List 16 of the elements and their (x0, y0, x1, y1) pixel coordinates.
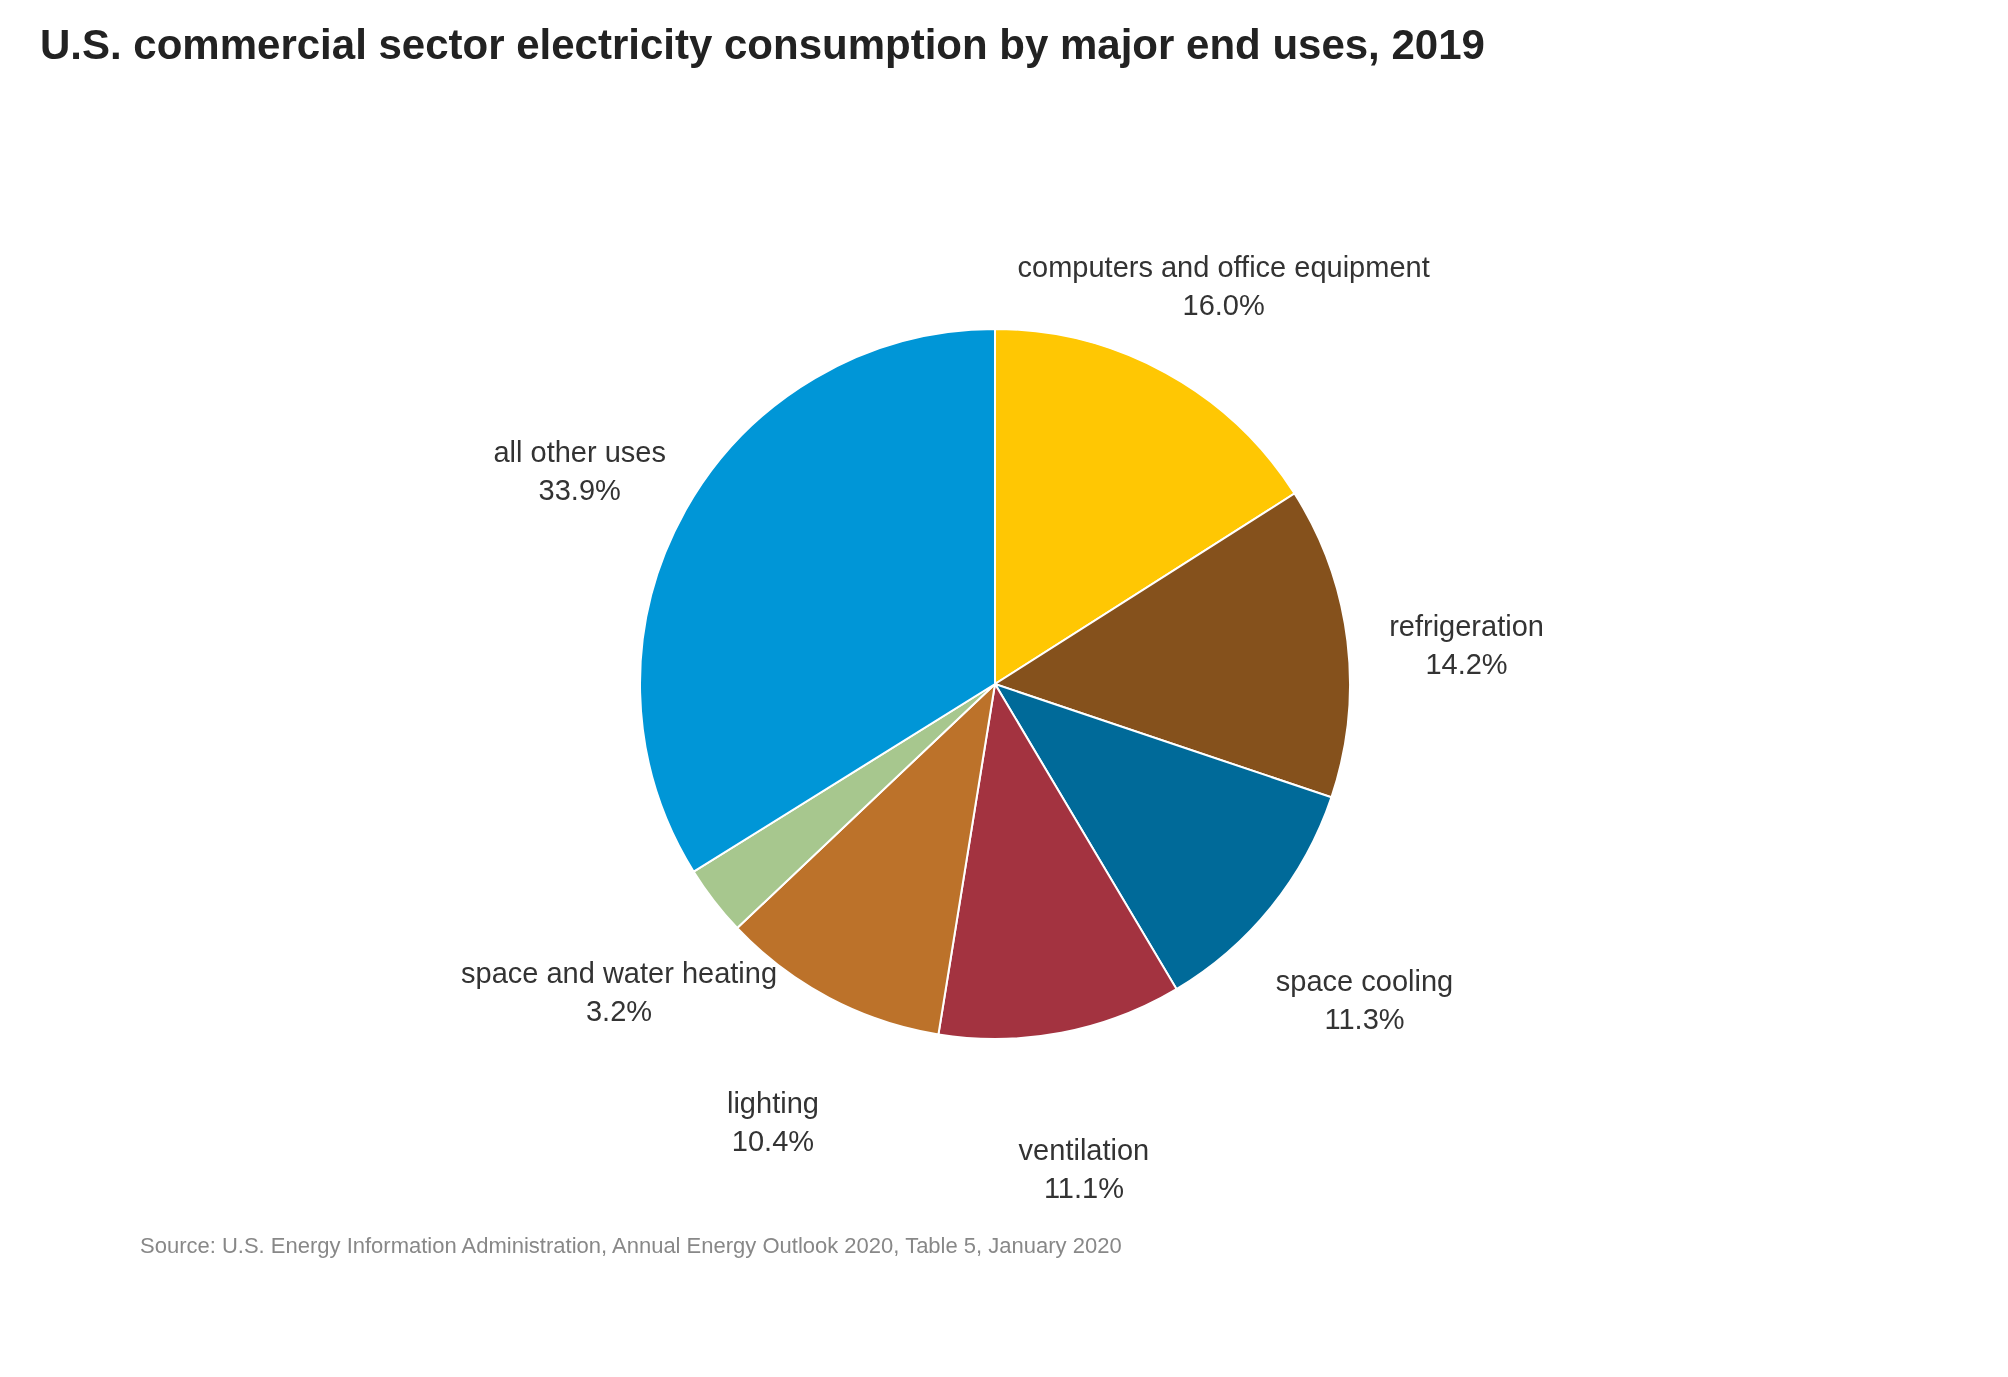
slice-label: space cooling (1275, 965, 1454, 998)
slice-label: refrigeration (1389, 609, 1544, 642)
slice-label: lighting (726, 1086, 819, 1119)
slice-label: all other uses (493, 436, 666, 469)
source-note: Source: U.S. Energy Information Administration, Annual Energy Outlook 2020, Table 5, January 2020 (140, 1233, 1122, 1258)
chart-title: U.S. commercial sector electricity consumption by major end uses, 2019 (40, 21, 1485, 68)
data-label: 16.0% (1182, 288, 1265, 321)
data-label: 33.9% (538, 474, 621, 507)
data-label: 10.4% (731, 1124, 815, 1157)
data-label: 3.2% (585, 995, 653, 1028)
slice-label: ventilation (1018, 1133, 1150, 1166)
data-label: 11.3% (1324, 1003, 1405, 1036)
data-label: 14.2% (1425, 647, 1508, 680)
slice-label: computers and office equipment (1017, 250, 1430, 283)
slice-label: space and water heating (461, 957, 778, 990)
data-label: 11.1% (1043, 1171, 1124, 1204)
